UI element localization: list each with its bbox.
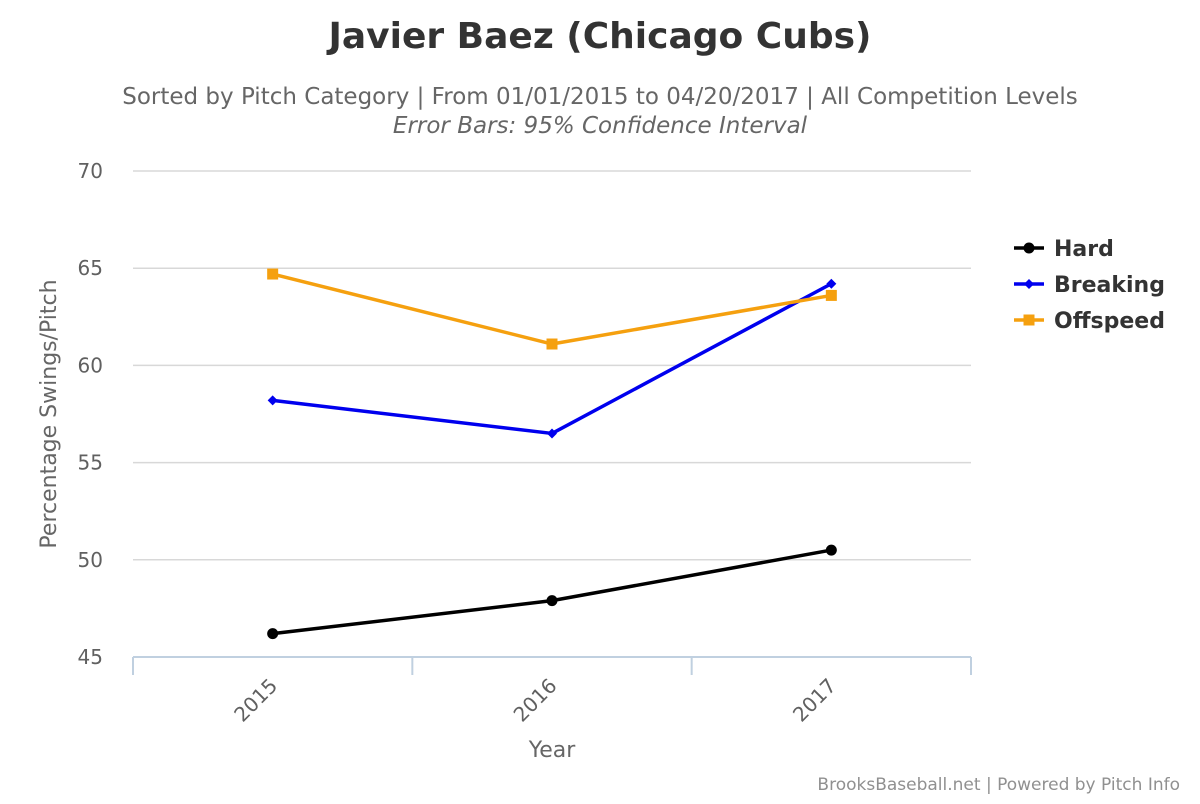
legend-label: Breaking — [1054, 273, 1165, 298]
data-point-hard[interactable] — [825, 544, 837, 556]
series — [267, 268, 837, 640]
y-tick-label: 65 — [78, 256, 103, 280]
legend-label: Hard — [1054, 237, 1114, 262]
legend-item-breaking[interactable]: Breaking — [1014, 273, 1165, 298]
series-line-hard — [270, 548, 834, 636]
series-hard — [267, 544, 837, 640]
data-point-offspeed[interactable] — [825, 289, 837, 301]
legend-marker-offspeed[interactable] — [1023, 314, 1035, 326]
y-tick-label: 60 — [78, 353, 103, 377]
y-axis-title: Percentage Swings/Pitch — [37, 279, 62, 548]
y-tick-label: 45 — [78, 645, 103, 669]
legend-item-hard[interactable]: Hard — [1014, 237, 1114, 262]
legend-label: Offspeed — [1054, 309, 1165, 334]
legend-item-offspeed[interactable]: Offspeed — [1014, 309, 1165, 334]
data-point-offspeed[interactable] — [267, 268, 279, 280]
series-line-breaking — [270, 282, 834, 436]
legend-marker-hard[interactable] — [1023, 242, 1035, 254]
series-offspeed — [267, 268, 837, 350]
legend-marker-breaking[interactable] — [1024, 279, 1034, 289]
credits-text[interactable]: BrooksBaseball.net | Powered by Pitch In… — [817, 775, 1180, 795]
series-breaking — [267, 278, 837, 439]
x-tick-label: 2017 — [788, 674, 841, 727]
data-point-breaking[interactable] — [267, 395, 278, 406]
chart-subtitle-error-bars: Error Bars: 95% Confidence Interval — [393, 113, 808, 139]
chart-title: Javier Baez (Chicago Cubs) — [325, 16, 871, 57]
x-tick-label: 2015 — [229, 674, 282, 727]
axes: 2015 2016 2017 — [132, 656, 972, 727]
x-tick-label: 2016 — [509, 674, 562, 727]
y-tick-label: 70 — [78, 159, 103, 183]
series-line-offspeed — [270, 272, 834, 346]
chart-subtitle: Sorted by Pitch Category | From 01/01/20… — [122, 84, 1078, 110]
data-point-breaking[interactable] — [547, 428, 557, 439]
y-tick-label: 55 — [78, 451, 103, 475]
legend[interactable]: Hard Breaking Offspeed — [1014, 237, 1165, 334]
x-axis-title: Year — [528, 738, 577, 763]
grid: 45 50 55 60 65 70 — [78, 159, 971, 669]
data-point-hard[interactable] — [546, 595, 558, 607]
data-point-offspeed[interactable] — [546, 338, 558, 350]
data-point-breaking[interactable] — [826, 278, 837, 289]
y-tick-label: 50 — [78, 548, 103, 572]
data-point-hard[interactable] — [267, 628, 279, 640]
